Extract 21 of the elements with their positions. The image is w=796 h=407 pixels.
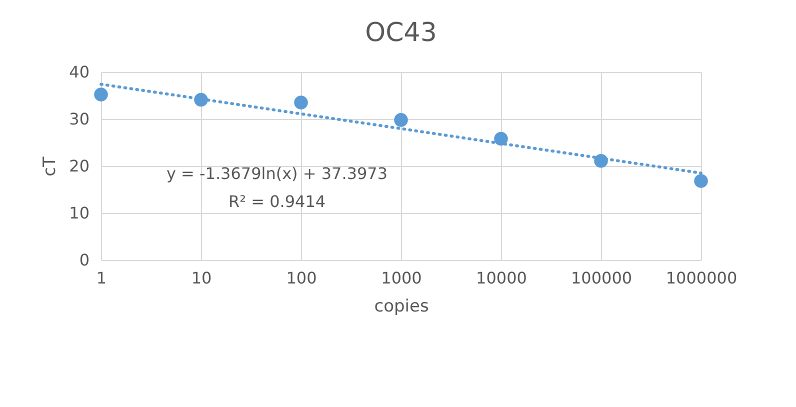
x-tick-label: 100 <box>286 268 317 288</box>
y-tick-label: 30 <box>69 110 90 128</box>
y-tick-label: 20 <box>69 156 90 176</box>
x-tick-label: 1000 <box>381 268 422 288</box>
point <box>294 96 308 110</box>
chart-title: OC43 <box>365 18 437 48</box>
y-tick-label: 40 <box>69 62 90 82</box>
point <box>94 88 108 102</box>
x-axis-title: copies <box>374 296 429 316</box>
y-tick-label: 0 <box>79 250 90 270</box>
y-axis-title: cT <box>40 156 60 176</box>
annotation: y = -1.3679ln(x) + 37.3973 <box>166 164 388 183</box>
x-tick-label: 1 <box>96 268 107 288</box>
x-tick-label: 10 <box>191 268 212 288</box>
x-tick-label: 100000 <box>570 268 632 288</box>
annotation: R² = 0.9414 <box>228 192 326 211</box>
point <box>394 113 408 127</box>
x-tick-label: 1000000 <box>666 268 738 288</box>
y-tick-label: 10 <box>69 204 90 222</box>
point <box>694 174 708 188</box>
x-tick-label: 10000 <box>476 268 527 288</box>
